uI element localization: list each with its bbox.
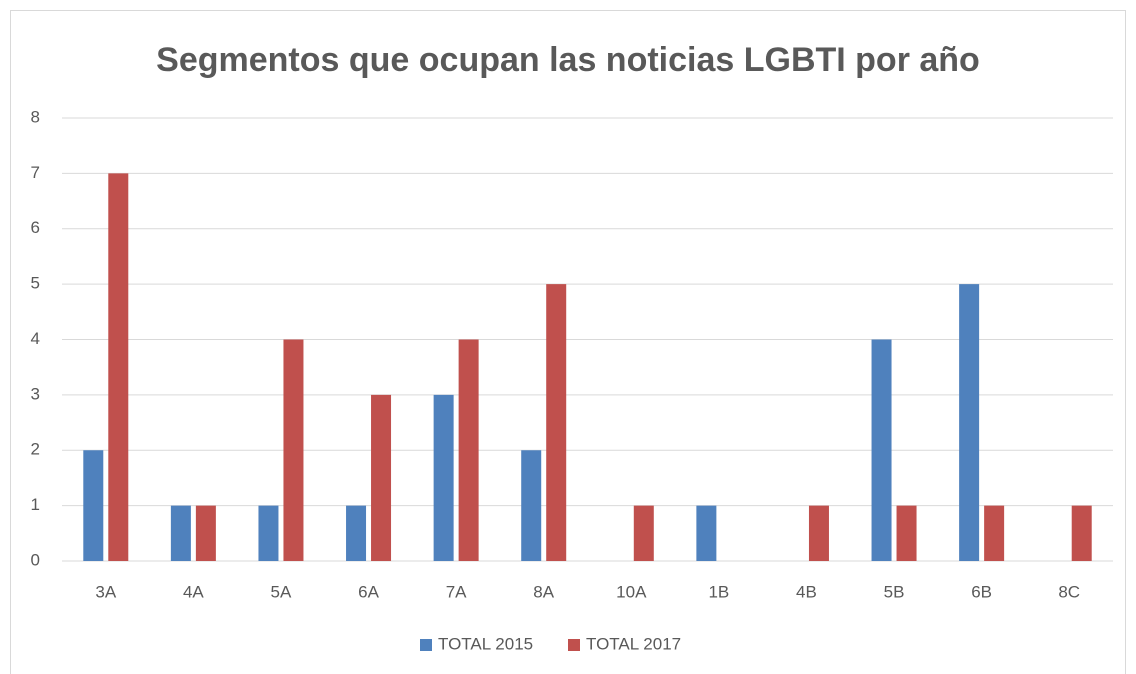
bar: [283, 339, 304, 561]
bar: [896, 505, 917, 561]
bar: [433, 394, 454, 561]
bar: [808, 505, 829, 561]
x-tick-label: 4A: [183, 582, 204, 601]
y-tick-label: 1: [31, 495, 40, 514]
x-tick-label: 6A: [358, 582, 379, 601]
x-tick-label: 3A: [95, 582, 116, 601]
y-tick-label: 0: [31, 550, 40, 569]
bar: [83, 450, 104, 561]
bar: [1071, 505, 1092, 561]
x-tick-label: 5B: [884, 582, 905, 601]
y-tick-label: 8: [31, 107, 40, 126]
x-tick-label: 6B: [971, 582, 992, 601]
y-tick-label: 6: [31, 218, 40, 237]
bar: [959, 284, 980, 561]
bar: [871, 339, 892, 561]
bar: [984, 505, 1005, 561]
y-tick-label: 2: [31, 440, 40, 459]
x-tick-label: 1B: [708, 582, 729, 601]
chart-title: Segmentos que ocupan las noticias LGBTI …: [156, 41, 980, 79]
bar: [633, 505, 654, 561]
chart-border: [10, 10, 1126, 674]
y-tick-label: 5: [31, 274, 40, 293]
bar: [458, 339, 479, 561]
bar: [346, 505, 367, 561]
y-tick-label: 7: [31, 163, 40, 182]
x-tick-label: 7A: [446, 582, 467, 601]
bar: [258, 505, 279, 561]
x-tick-label: 4B: [796, 582, 817, 601]
bar: [108, 173, 129, 561]
x-tick-label: 8C: [1058, 582, 1080, 601]
bar: [546, 284, 567, 561]
x-tick-label: 8A: [533, 582, 554, 601]
y-tick-label: 3: [31, 384, 40, 403]
legend-label: TOTAL 2017: [586, 634, 681, 653]
x-tick-label: 5A: [271, 582, 292, 601]
bar: [371, 394, 392, 561]
legend-swatch: [420, 639, 432, 651]
bar: [696, 505, 717, 561]
legend-swatch: [568, 639, 580, 651]
bar: [170, 505, 191, 561]
bar: [521, 450, 542, 561]
legend-label: TOTAL 2015: [438, 634, 533, 653]
bar: [195, 505, 216, 561]
y-tick-label: 4: [31, 329, 40, 348]
x-tick-label: 10A: [616, 582, 647, 601]
